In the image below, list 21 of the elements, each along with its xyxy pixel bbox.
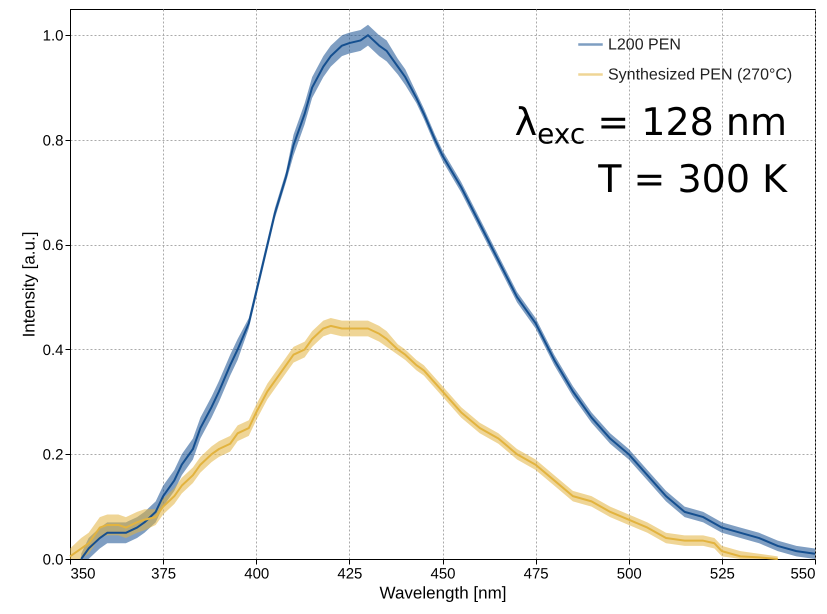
y-axis-title: Intensity [a.u.] [20,232,39,338]
y-tick-label: 0.4 [42,342,64,359]
annotation: T = 300 K [597,156,787,201]
x-tick-label: 550 [790,566,816,582]
x-axis-title: Wavelength [nm] [380,584,506,602]
x-tick-label: 475 [524,566,549,582]
annotation: λ$_{exc}$ = 128 nm [514,100,787,153]
x-tick-label: 400 [244,566,270,582]
y-tick-label: 1.0 [42,28,64,45]
x-tick-label: 525 [710,566,735,582]
x-tick-label: 350 [70,566,96,582]
x-tick-label: 500 [616,566,642,582]
legend-label: L200 PEN [608,36,681,54]
x-tick-label: 375 [151,566,176,582]
legend-label: Synthesized PEN (270°C) [608,66,792,84]
y-tick-label: 0.2 [42,446,64,464]
y-tick-label: 0.0 [42,552,64,568]
y-tick-label: 0.6 [42,237,64,254]
x-tick-label: 425 [337,566,362,582]
y-tick-label: 0.8 [42,132,64,150]
x-tick-label: 450 [430,566,456,582]
